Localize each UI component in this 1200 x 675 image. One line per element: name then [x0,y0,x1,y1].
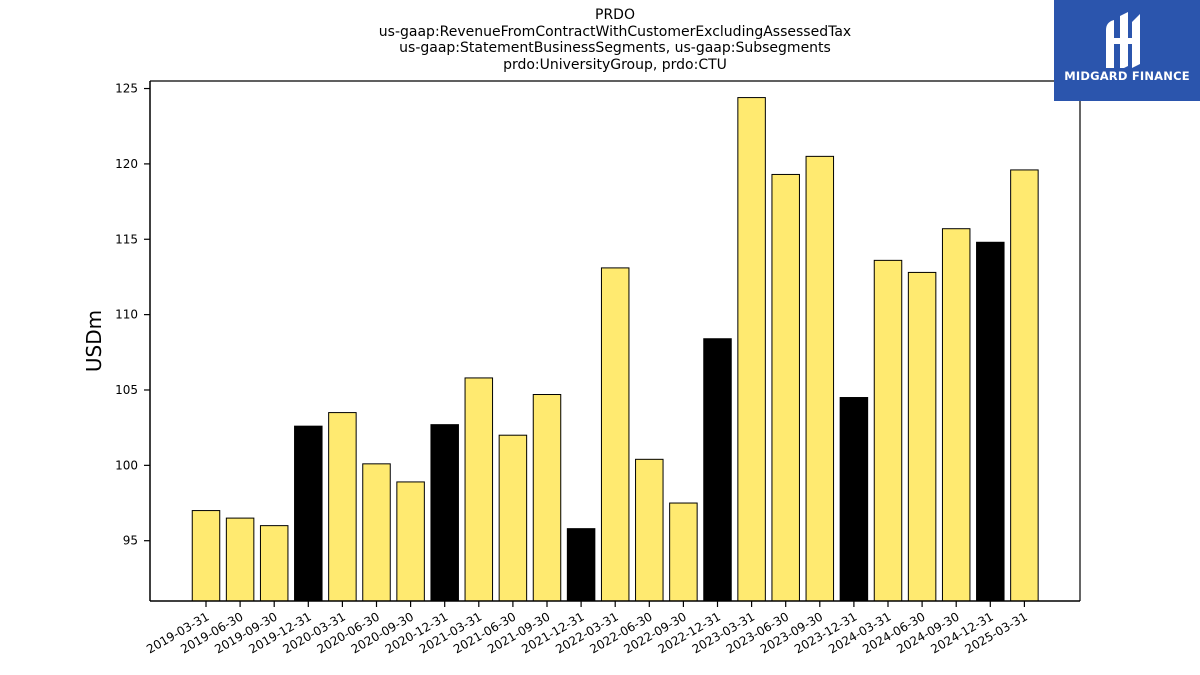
bar-2021-12-31 [566,528,596,602]
bar-2021-03-31 [464,377,494,602]
bar-2020-06-30 [362,463,391,602]
bar-2019-03-31 [191,510,221,602]
bar-2020-03-31 [328,412,357,602]
chart-title: PRDO us-gaap:RevenueFromContractWithCust… [0,7,1200,73]
bar-2019-06-30 [225,517,255,602]
bar-2023-09-30 [805,155,835,602]
y-tick-label-105: 105 [115,383,138,397]
bar-2021-06-30 [498,434,528,602]
bar-2019-12-31 [294,425,323,602]
midgard-finance-logo: MIDGARD FINANCE [1054,0,1200,101]
bar-2023-03-31 [737,97,766,602]
midgard-logo-icon [1106,12,1140,68]
bar-2024-03-31 [873,259,903,602]
y-tick-label-120: 120 [115,157,138,171]
y-tick-label-110: 110 [115,308,138,322]
bar-2025-03-31 [1010,169,1039,602]
chart-title-line-2: us-gaap:RevenueFromContractWithCustomerE… [378,23,852,40]
bar-2024-06-30 [907,271,937,602]
bar-2023-06-30 [771,173,800,602]
y-tick-label-115: 115 [115,232,138,246]
bar-2020-12-31 [430,424,459,602]
bar-2022-06-30 [635,458,664,602]
bar-2022-03-31 [600,267,630,602]
bar-2024-12-31 [976,241,1005,602]
chart-title-line-4: prdo:UniversityGroup, prdo:CTU [503,56,727,73]
bar-2021-09-30 [532,394,562,602]
y-tick-label-125: 125 [115,82,138,96]
y-tick-label-100: 100 [115,458,138,472]
chart-title-line-1: PRDO [595,7,635,23]
logo-text: MIDGARD FINANCE [1064,69,1190,83]
y-axis-label: USDm [82,310,106,372]
bar-2022-09-30 [669,502,698,602]
bar-2020-09-30 [396,481,425,602]
bar-2019-09-30 [259,525,289,602]
y-tick-label-95: 95 [123,534,138,548]
chart-title-line-3: us-gaap:StatementBusinessSegments, us-ga… [399,40,831,56]
bar-2023-12-31 [839,397,869,602]
bar-2024-09-30 [941,228,971,602]
bar-2022-12-31 [703,338,732,602]
